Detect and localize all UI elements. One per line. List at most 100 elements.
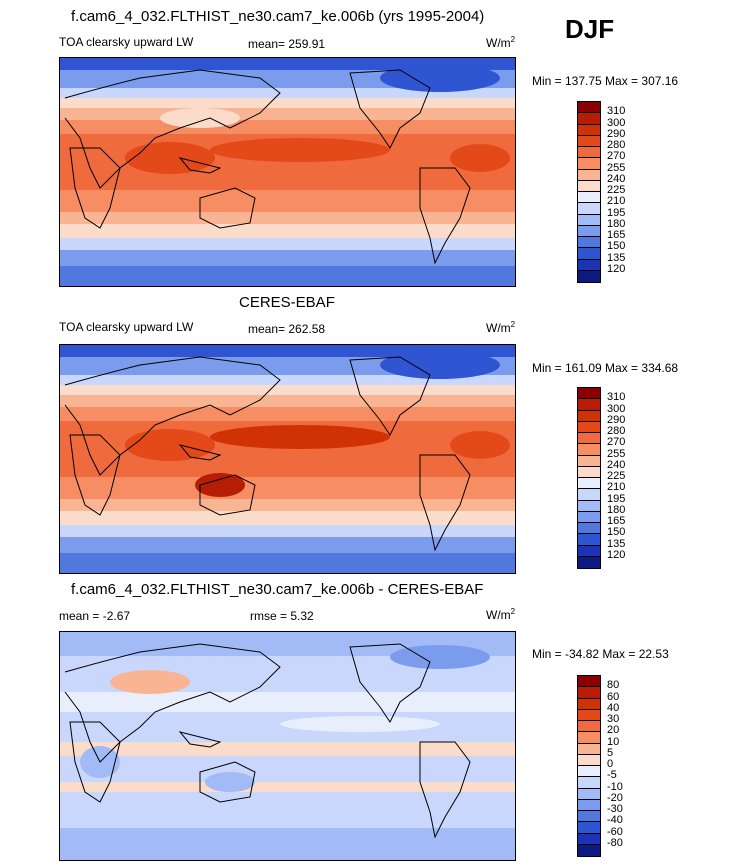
panel-3-map-field xyxy=(60,632,515,860)
colorbar-tick-label: 240 xyxy=(607,172,626,185)
colorbar-tick-label: 195 xyxy=(607,206,626,219)
colorbar-tick-label: 300 xyxy=(607,402,626,415)
panel-1-mean-label: mean= 259.91 xyxy=(248,37,326,51)
colorbar-tick-label: 30 xyxy=(607,713,620,725)
panel-3-map xyxy=(59,631,516,861)
colorbar-swatch xyxy=(578,248,600,260)
colorbar-swatch xyxy=(578,124,600,136)
colorbar-swatch xyxy=(578,534,600,546)
colorbar-tick-label: 280 xyxy=(607,425,626,437)
colorbar-tick-label: 20 xyxy=(607,724,620,737)
colorbar-tick-label: 150 xyxy=(607,240,626,253)
colorbar-swatch xyxy=(578,545,600,557)
colorbar-tick-label: 255 xyxy=(607,447,626,460)
colorbar-swatch xyxy=(578,811,600,823)
colorbar-swatch xyxy=(578,788,600,800)
panel-2-map xyxy=(59,344,516,574)
colorbar-swatch xyxy=(578,822,600,834)
colorbar-swatch xyxy=(578,113,600,125)
colorbar-swatch xyxy=(578,500,600,512)
panel-2-mean-label: mean= 262.58 xyxy=(248,322,326,336)
colorbar-tick-label: 240 xyxy=(607,458,626,471)
colorbar-swatch xyxy=(578,833,600,845)
colorbar-swatch xyxy=(578,799,600,811)
panel-1-map-field xyxy=(60,58,515,286)
panel-3-minmax: Min = -34.82 Max = 22.53 xyxy=(532,647,669,661)
colorbar-tick-label: 40 xyxy=(607,701,620,714)
colorbar-swatch xyxy=(578,444,600,456)
colorbar-swatch xyxy=(578,147,600,159)
colorbar-swatch xyxy=(578,766,600,778)
colorbar-swatch xyxy=(578,203,600,215)
colorbar-swatch xyxy=(578,410,600,422)
colorbar-tick-label: 120 xyxy=(607,548,626,561)
colorbar-swatch xyxy=(578,259,600,271)
colorbar-swatch xyxy=(578,388,600,400)
colorbar-swatch xyxy=(578,135,600,147)
panel-3-rmse-label: rmse = 5.32 xyxy=(250,609,314,623)
colorbar-swatch xyxy=(578,743,600,755)
panel-3-colorbar xyxy=(577,675,601,857)
colorbar-swatch xyxy=(578,556,600,568)
colorbar-swatch xyxy=(578,478,600,490)
colorbar-swatch xyxy=(578,844,600,856)
colorbar-tick-label: 10 xyxy=(607,735,620,748)
colorbar-tick-label: 225 xyxy=(607,184,626,196)
panel-1-map xyxy=(59,57,516,287)
colorbar-swatch xyxy=(578,676,600,688)
colorbar-tick-label: 280 xyxy=(607,139,626,151)
colorbar-tick-label: -5 xyxy=(607,769,617,782)
colorbar-tick-label: 0 xyxy=(607,758,614,770)
colorbar-tick-label: 255 xyxy=(607,161,626,174)
colorbar-swatch xyxy=(578,698,600,710)
colorbar-tick-label: -20 xyxy=(607,791,623,804)
colorbar-tick-label: 135 xyxy=(607,251,626,264)
colorbar-tick-label: 165 xyxy=(607,515,626,527)
colorbar-swatch xyxy=(578,192,600,204)
panel-2-variable-label: TOA clearsky upward LW xyxy=(59,320,194,334)
panel-1-minmax: Min = 137.75 Max = 307.16 xyxy=(532,74,679,88)
colorbar-tick-label: 5 xyxy=(607,746,614,759)
colorbar-swatch xyxy=(578,225,600,237)
colorbar-tick-label: 180 xyxy=(607,217,626,230)
colorbar-swatch xyxy=(578,732,600,744)
colorbar-swatch xyxy=(578,687,600,699)
colorbar-tick-label: 135 xyxy=(607,537,626,550)
colorbar-swatch xyxy=(578,399,600,411)
colorbar-tick-label: 195 xyxy=(607,492,626,505)
colorbar-tick-label: -60 xyxy=(607,825,623,838)
colorbar-swatch xyxy=(578,777,600,789)
colorbar-swatch xyxy=(578,270,600,282)
colorbar-swatch xyxy=(578,169,600,181)
panel-1-colorbar xyxy=(577,101,601,283)
colorbar-tick-label: 290 xyxy=(607,413,626,426)
colorbar-tick-label: 180 xyxy=(607,503,626,516)
colorbar-tick-label: 80 xyxy=(607,679,620,692)
colorbar-tick-label: 270 xyxy=(607,150,626,163)
colorbar-tick-label: 310 xyxy=(607,391,626,404)
colorbar-tick-label: -30 xyxy=(607,803,623,815)
colorbar-tick-label: 310 xyxy=(607,105,626,118)
colorbar-swatch xyxy=(578,433,600,445)
colorbar-tick-label: 210 xyxy=(607,481,626,494)
colorbar-swatch xyxy=(578,158,600,170)
colorbar-swatch xyxy=(578,523,600,535)
colorbar-tick-label: 165 xyxy=(607,229,626,241)
panel-3-mean-label: mean = -2.67 xyxy=(59,609,131,623)
colorbar-swatch xyxy=(578,721,600,733)
colorbar-swatch xyxy=(578,237,600,249)
colorbar-tick-label: -10 xyxy=(607,780,623,793)
colorbar-tick-label: 300 xyxy=(607,116,626,129)
colorbar-tick-label: 60 xyxy=(607,690,620,703)
panel-2-title: CERES-EBAF xyxy=(239,294,335,311)
panel-3-units: W/m2 xyxy=(486,607,516,622)
panel-3-title: f.cam6_4_032.FLTHIST_ne30.cam7_ke.006b -… xyxy=(71,581,484,598)
colorbar-tick-label: 210 xyxy=(607,195,626,208)
panel-2-minmax: Min = 161.09 Max = 334.68 xyxy=(532,361,679,375)
colorbar-swatch xyxy=(578,709,600,721)
colorbar-tick-label: 225 xyxy=(607,470,626,482)
colorbar-swatch xyxy=(578,754,600,766)
colorbar-tick-label: 270 xyxy=(607,436,626,449)
colorbar-swatch xyxy=(578,421,600,433)
panel-2-units: W/m2 xyxy=(486,320,516,335)
